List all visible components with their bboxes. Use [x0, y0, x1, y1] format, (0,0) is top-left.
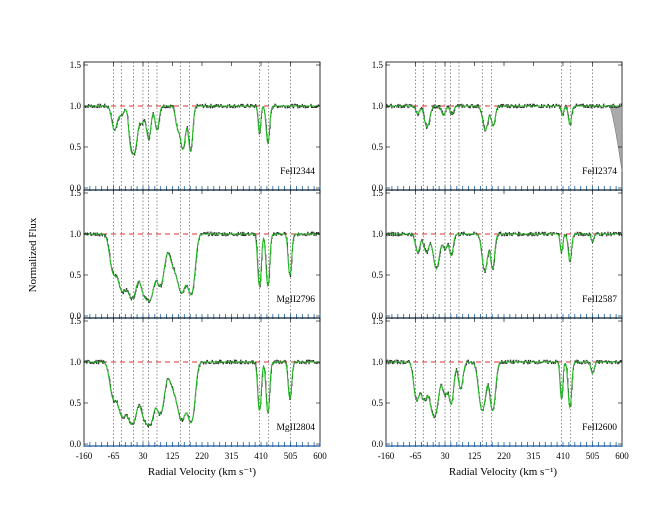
y-tick-label: 0.0 [372, 439, 384, 449]
y-tick-label: 0.0 [372, 311, 384, 321]
y-tick-label: 1.5 [70, 316, 82, 326]
panel-mgii2804: 0.0 0.5 1.0 1.5 -160 -65 30 125 220 315 410 505 600 M… [70, 316, 328, 461]
y-tick-label: 0.0 [70, 439, 82, 449]
y-tick-label: 0.5 [372, 270, 384, 280]
y-tick-label: 0.0 [70, 183, 82, 193]
y-tick-label: 0.0 [372, 183, 384, 193]
ion-label: FeII2587 [582, 295, 617, 305]
data-spectrum [386, 359, 623, 419]
model-fit [84, 361, 320, 427]
ion-label: FeII2344 [280, 167, 315, 177]
model-fit [386, 233, 622, 272]
x-tick-label: 220 [497, 451, 511, 461]
y-tick-label: 0.0 [70, 311, 82, 321]
y-tick-label: 1.0 [372, 101, 384, 111]
spectra-panels: 0.0 0.5 1.0 1.5 FeII2344 0.0 0.5 1.0 1.5 MgII2796… [70, 60, 630, 461]
y-tick-label: 0.5 [372, 142, 384, 152]
x-tick-label: -65 [410, 451, 422, 461]
model-fit [386, 361, 622, 418]
y-axis-label: Normalized Flux [27, 217, 39, 292]
ion-label: MgII2804 [276, 423, 315, 433]
model-fit [84, 105, 320, 155]
model-fit [84, 233, 320, 302]
y-tick-label: 1.5 [372, 60, 384, 70]
x-tick-label: -65 [108, 451, 120, 461]
x-tick-label: 410 [254, 451, 268, 461]
y-tick-label: 1.0 [372, 357, 384, 367]
panel-feii2587: 0.0 0.5 1.0 1.5 FeII2587 [372, 188, 623, 321]
x-tick-label: 315 [225, 451, 239, 461]
data-spectrum [386, 231, 623, 273]
x-tick-label: -160 [76, 451, 93, 461]
x-tick-label: 220 [195, 451, 209, 461]
data-spectrum [386, 103, 623, 132]
x-tick-label: 30 [139, 451, 149, 461]
panel-feii2600: 0.0 0.5 1.0 1.5 -160 -65 30 125 220 315 410 505 600 F… [372, 316, 630, 461]
blend-region [609, 105, 623, 172]
y-tick-label: 1.0 [70, 101, 82, 111]
panel-feii2374: 0.0 0.5 1.0 1.5 FeII2374 [372, 60, 623, 193]
y-tick-label: 0.5 [372, 398, 384, 408]
y-tick-label: 1.5 [372, 316, 384, 326]
x-tick-label: 30 [441, 451, 451, 461]
ion-label: FeII2600 [582, 423, 617, 433]
data-spectrum [84, 359, 321, 428]
y-tick-label: 1.5 [70, 60, 82, 70]
x-axis-label-left: Radial Velocity (km s⁻¹) [148, 466, 257, 478]
y-tick-label: 1.0 [70, 357, 82, 367]
panel-feii2344: 0.0 0.5 1.0 1.5 FeII2344 [70, 60, 321, 193]
y-tick-label: 0.5 [70, 142, 82, 152]
x-tick-label: 600 [313, 451, 327, 461]
panel-mgii2796: 0.0 0.5 1.0 1.5 MgII2796 [70, 188, 321, 321]
x-tick-label: 125 [166, 451, 180, 461]
y-tick-label: 0.5 [70, 398, 82, 408]
ion-label: MgII2796 [276, 295, 315, 305]
y-tick-label: 1.0 [70, 229, 82, 239]
x-axis-label-right: Radial Velocity (km s⁻¹) [449, 466, 558, 478]
ion-label: FeII2374 [582, 167, 617, 177]
x-tick-label: 315 [527, 451, 541, 461]
y-tick-label: 1.5 [372, 188, 384, 198]
y-tick-label: 1.0 [372, 229, 384, 239]
x-tick-label: 505 [586, 451, 600, 461]
y-tick-label: 1.5 [70, 188, 82, 198]
data-spectrum [84, 103, 321, 156]
x-tick-label: 410 [556, 451, 570, 461]
x-tick-label: 505 [284, 451, 298, 461]
y-tick-label: 0.5 [70, 270, 82, 280]
data-spectrum [84, 231, 321, 303]
x-tick-label: 600 [615, 451, 629, 461]
model-fit [386, 105, 622, 131]
x-tick-label: -160 [378, 451, 395, 461]
x-tick-label: 125 [468, 451, 482, 461]
